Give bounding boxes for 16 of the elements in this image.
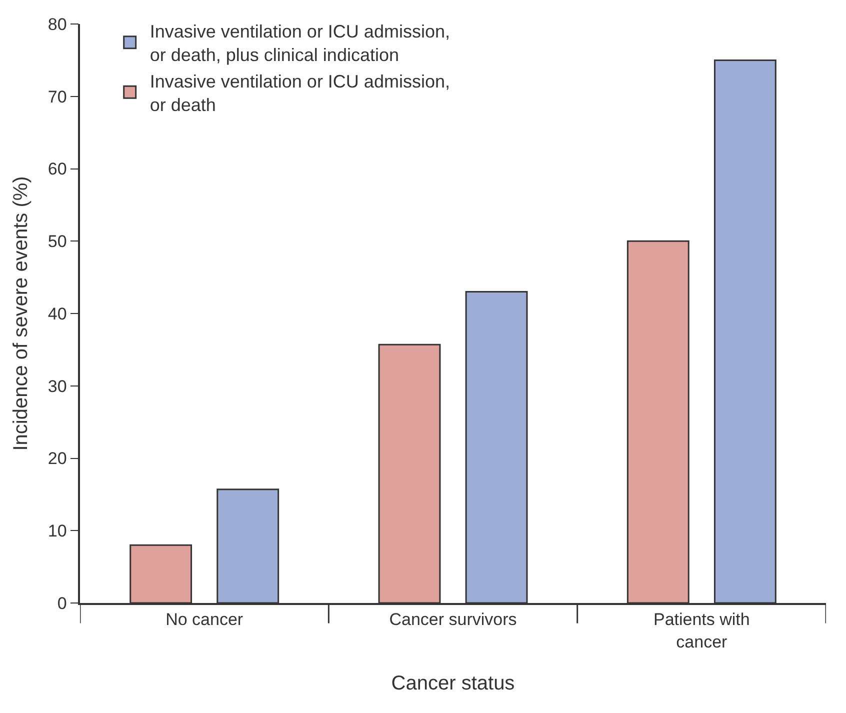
x-tick-label: No cancer (166, 610, 244, 630)
y-tick-label: 60 (48, 160, 67, 179)
y-tick-label: 0 (57, 594, 67, 613)
y-tick-label: 70 (48, 87, 67, 106)
y-tick-label: 30 (48, 376, 67, 396)
legend-label: Invasive ventilation or ICU admission, or death, plus clinical indication (150, 22, 450, 66)
legend-label: Invasive ventilation or ICU admission, or death (150, 71, 450, 115)
y-tick-label: 40 (48, 304, 67, 324)
y-tick-label: 80 (48, 14, 67, 34)
y-tick-label: 50 (48, 232, 67, 252)
x-tick-label: Patients with cancer (653, 610, 750, 652)
y-tick-label: 20 (48, 449, 67, 468)
x-axis-title: Cancer status (391, 672, 515, 694)
y-tick-label: 10 (48, 522, 67, 541)
y-axis-title: Incidence of severe events (%) (10, 176, 32, 451)
x-tick-label: Cancer survivors (389, 610, 517, 630)
